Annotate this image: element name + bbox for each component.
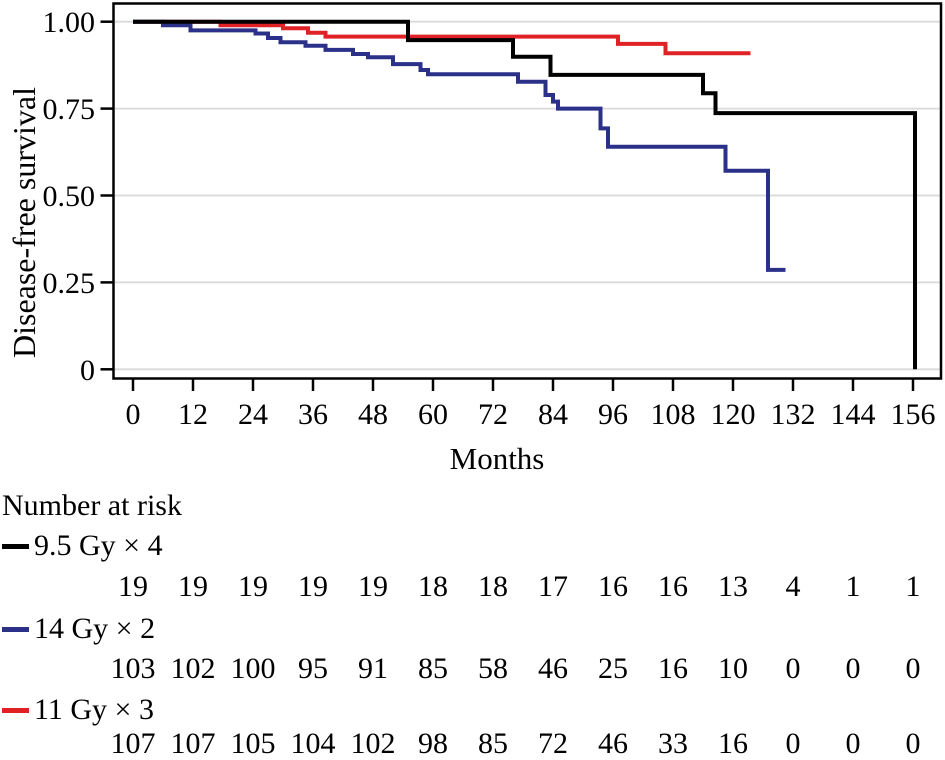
y-tick-label: 1.00 bbox=[43, 6, 96, 39]
risk-count: 46 bbox=[538, 652, 568, 685]
risk-count: 98 bbox=[418, 727, 448, 760]
x-tick-label: 48 bbox=[358, 398, 388, 431]
x-tick-label: 72 bbox=[478, 398, 508, 431]
y-tick-label: 0.50 bbox=[43, 180, 96, 213]
risk-count: 104 bbox=[290, 727, 336, 760]
risk-count: 17 bbox=[538, 570, 568, 603]
risk-count: 10 bbox=[718, 652, 748, 685]
risk-group-name: 14 Gy × 2 bbox=[34, 612, 156, 645]
plot-border bbox=[112, 2, 943, 380]
risk-count: 19 bbox=[118, 570, 148, 603]
risk-count: 0 bbox=[785, 652, 801, 685]
risk-count: 0 bbox=[785, 727, 801, 760]
x-tick-label: 0 bbox=[126, 398, 141, 431]
risk-count: 18 bbox=[478, 570, 508, 603]
risk-count: 46 bbox=[598, 727, 628, 760]
x-tick-label: 84 bbox=[538, 398, 568, 431]
x-tick-label: 144 bbox=[831, 398, 876, 431]
x-tick-label: 108 bbox=[651, 398, 696, 431]
x-tick-label: 24 bbox=[238, 398, 268, 431]
survival-curve-11-gy-3 bbox=[133, 19, 751, 56]
x-tick-label: 156 bbox=[891, 398, 936, 431]
risk-count: 1 bbox=[845, 570, 861, 603]
risk-table-heading: Number at risk bbox=[2, 489, 182, 522]
survival-chart-plot: 0 12 24 36 48 60 72 84 96 108 120 132 144 156 0 0.25 0.5… bbox=[43, 2, 943, 431]
risk-count: 103 bbox=[110, 652, 156, 685]
risk-count: 107 bbox=[110, 727, 156, 760]
legend-dash-icon bbox=[2, 544, 29, 549]
risk-count: 18 bbox=[418, 570, 448, 603]
y-tick-label: 0.75 bbox=[43, 93, 96, 126]
risk-count: 91 bbox=[358, 652, 388, 685]
risk-count: 95 bbox=[298, 652, 328, 685]
y-tick-label: 0.25 bbox=[43, 267, 96, 300]
risk-count: 4 bbox=[785, 570, 801, 603]
risk-count: 102 bbox=[350, 727, 396, 760]
risk-count: 0 bbox=[905, 727, 921, 760]
risk-group-name: 11 Gy × 3 bbox=[34, 693, 154, 726]
y-axis-label: Disease-free survival bbox=[6, 87, 42, 358]
x-tick-label: 132 bbox=[771, 398, 816, 431]
risk-count: 85 bbox=[418, 652, 448, 685]
survival-curve-14-gy-2 bbox=[133, 19, 786, 272]
risk-count: 85 bbox=[478, 727, 508, 760]
risk-count: 1 bbox=[905, 570, 921, 603]
risk-count: 102 bbox=[170, 652, 216, 685]
x-tick-label: 96 bbox=[598, 398, 628, 431]
risk-count: 13 bbox=[718, 570, 748, 603]
risk-count: 100 bbox=[230, 652, 276, 685]
risk-count: 0 bbox=[845, 727, 861, 760]
x-tick-label: 12 bbox=[178, 398, 208, 431]
legend-dash-icon bbox=[2, 627, 29, 632]
risk-count: 16 bbox=[658, 652, 688, 685]
x-tick-label: 120 bbox=[711, 398, 756, 431]
risk-count: 19 bbox=[298, 570, 328, 603]
legend-dash-icon bbox=[2, 708, 29, 713]
risk-count: 19 bbox=[238, 570, 268, 603]
x-tick-label: 36 bbox=[298, 398, 328, 431]
risk-count: 0 bbox=[905, 652, 921, 685]
risk-count: 105 bbox=[230, 727, 276, 760]
risk-count: 16 bbox=[718, 727, 748, 760]
risk-count: 16 bbox=[658, 570, 688, 603]
risk-count: 0 bbox=[845, 652, 861, 685]
y-tick-label: 0 bbox=[80, 354, 95, 387]
risk-count: 72 bbox=[538, 727, 568, 760]
survival-curve-9-5-gy-4 bbox=[133, 19, 917, 370]
risk-count: 33 bbox=[658, 727, 688, 760]
risk-count: 16 bbox=[598, 570, 628, 603]
risk-count: 25 bbox=[598, 652, 628, 685]
risk-count: 19 bbox=[358, 570, 388, 603]
risk-count: 19 bbox=[178, 570, 208, 603]
risk-group-name: 9.5 Gy × 4 bbox=[34, 529, 163, 562]
risk-count: 58 bbox=[478, 652, 508, 685]
x-axis-label: Months bbox=[449, 441, 545, 476]
risk-count: 107 bbox=[170, 727, 216, 760]
x-tick-label: 60 bbox=[418, 398, 448, 431]
